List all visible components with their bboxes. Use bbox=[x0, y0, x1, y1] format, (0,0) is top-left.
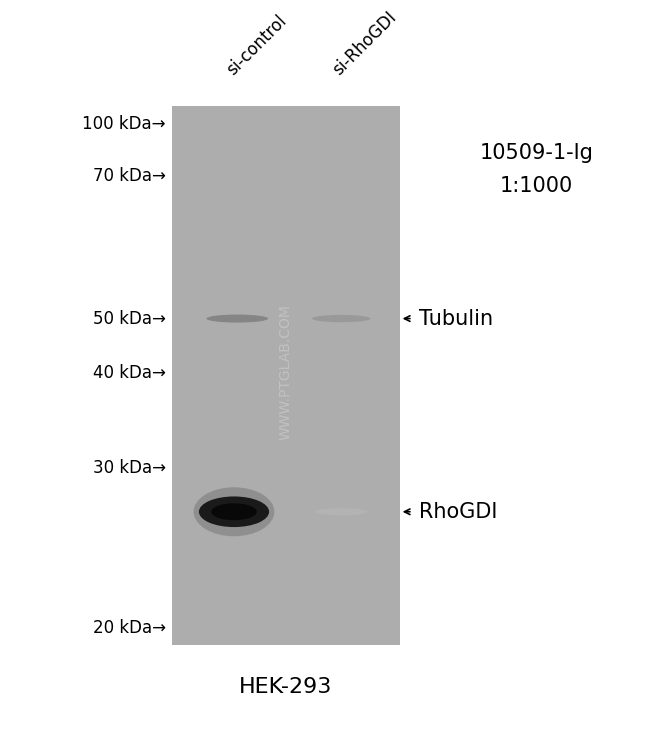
Text: 100 kDa→: 100 kDa→ bbox=[83, 115, 166, 133]
Bar bbox=[172, 106, 400, 645]
Text: HEK-293: HEK-293 bbox=[239, 677, 333, 697]
Ellipse shape bbox=[315, 508, 367, 515]
Ellipse shape bbox=[194, 487, 274, 537]
Text: 50 kDa→: 50 kDa→ bbox=[93, 310, 166, 327]
Text: 70 kDa→: 70 kDa→ bbox=[93, 168, 166, 185]
Text: si-RhoGDI: si-RhoGDI bbox=[329, 8, 400, 79]
Ellipse shape bbox=[207, 315, 268, 323]
Text: 30 kDa→: 30 kDa→ bbox=[93, 459, 166, 477]
Text: 10509-1-Ig: 10509-1-Ig bbox=[479, 143, 593, 163]
Text: RhoGDI: RhoGDI bbox=[419, 502, 498, 522]
Text: WWW.PTGLAB.COM: WWW.PTGLAB.COM bbox=[279, 304, 293, 440]
Ellipse shape bbox=[211, 503, 257, 521]
Text: 20 kDa→: 20 kDa→ bbox=[93, 620, 166, 637]
Text: 1:1000: 1:1000 bbox=[500, 176, 573, 196]
Text: si-control: si-control bbox=[223, 12, 290, 79]
Text: 40 kDa→: 40 kDa→ bbox=[93, 364, 166, 382]
Ellipse shape bbox=[199, 496, 269, 527]
Ellipse shape bbox=[312, 315, 370, 322]
Text: Tubulin: Tubulin bbox=[419, 308, 493, 329]
